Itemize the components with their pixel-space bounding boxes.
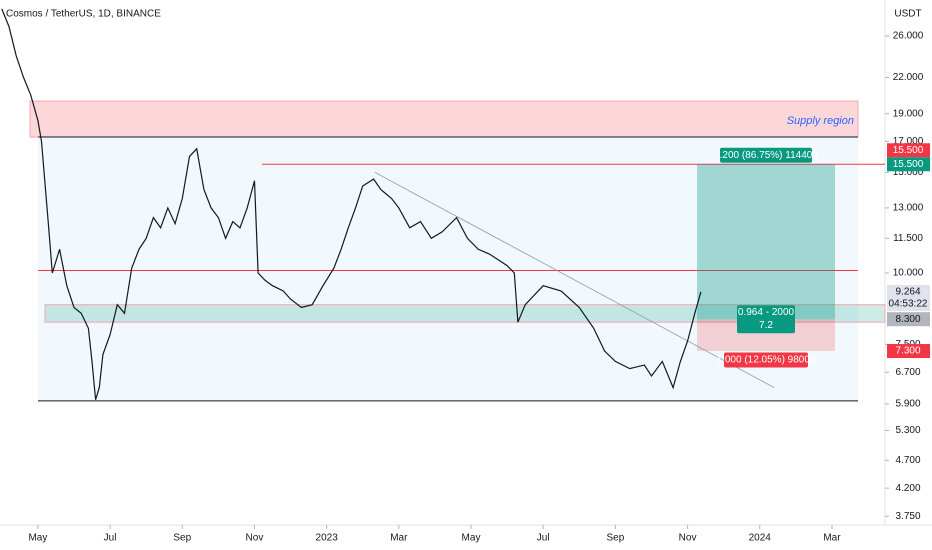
currency: USDT <box>894 9 921 20</box>
x-tick-label: Mar <box>390 533 408 544</box>
label-box <box>724 352 808 368</box>
target-text: 7.200 (86.75%) 114400 <box>714 150 818 161</box>
label-box <box>720 147 812 163</box>
target-box <box>697 164 835 320</box>
y-tick-label: 4.200 <box>895 483 920 494</box>
stop-label: 7.300 <box>895 346 920 357</box>
x-tick-label: Sep <box>606 533 624 544</box>
last-price-box <box>887 284 930 311</box>
x-tick-label: 2024 <box>749 533 772 544</box>
entry-label-box <box>887 312 930 327</box>
x-tick-label: Nov <box>246 533 264 544</box>
trendline <box>374 172 775 388</box>
x-tick-label: May <box>28 533 47 544</box>
x-tick-label: May <box>462 533 481 544</box>
x-tick-label: Sep <box>173 533 191 544</box>
x-tick-label: Jul <box>104 533 117 544</box>
x-tick-label: 2023 <box>316 533 339 544</box>
range-box <box>38 137 858 401</box>
y-tick-label: 11.500 <box>893 233 923 244</box>
y-tick-label: 13.000 <box>893 203 924 214</box>
stop-label-box <box>887 344 930 359</box>
target-label-box <box>887 143 930 158</box>
y-tick-label: 10.000 <box>893 268 924 279</box>
y-tick-label: 5.900 <box>895 398 920 409</box>
target-label: 15.500 <box>893 145 924 156</box>
price-line <box>1 8 702 400</box>
y-tick-label: 3.750 <box>895 511 920 522</box>
y-tick-label: 17.000 <box>893 136 924 147</box>
y-tick-label: 19.000 <box>893 108 924 119</box>
x-tick-label: Nov <box>679 533 697 544</box>
entry-label: 8.300 <box>895 314 920 325</box>
entry-text: 0.964 - 2000 <box>738 307 795 318</box>
stop-text: 1.000 (12.05%) 98000 <box>717 355 816 366</box>
supply-zone <box>29 100 859 138</box>
demand-zone <box>44 304 886 323</box>
target-label-box <box>887 157 930 172</box>
y-tick-label: 5.300 <box>895 425 920 436</box>
label-box <box>737 305 795 334</box>
y-tick-label: 26.000 <box>893 31 924 42</box>
y-tick-label: 6.700 <box>895 367 920 378</box>
y-tick-label: 22.000 <box>893 72 924 83</box>
chart-title: Cosmos / TetherUS, 1D, BINANCE <box>6 9 161 20</box>
last-price: 9.264 <box>895 287 920 298</box>
y-tick-label: 15.000 <box>893 167 924 178</box>
x-tick-label: Jul <box>537 533 550 544</box>
countdown: 04:53:22 <box>889 299 928 310</box>
target-label: 15.500 <box>893 159 924 170</box>
entry-text: 7.2 <box>759 320 773 331</box>
supply-label: Supply region <box>787 115 854 127</box>
x-tick-label: Mar <box>823 533 841 544</box>
y-tick-label: 4.700 <box>895 455 920 466</box>
